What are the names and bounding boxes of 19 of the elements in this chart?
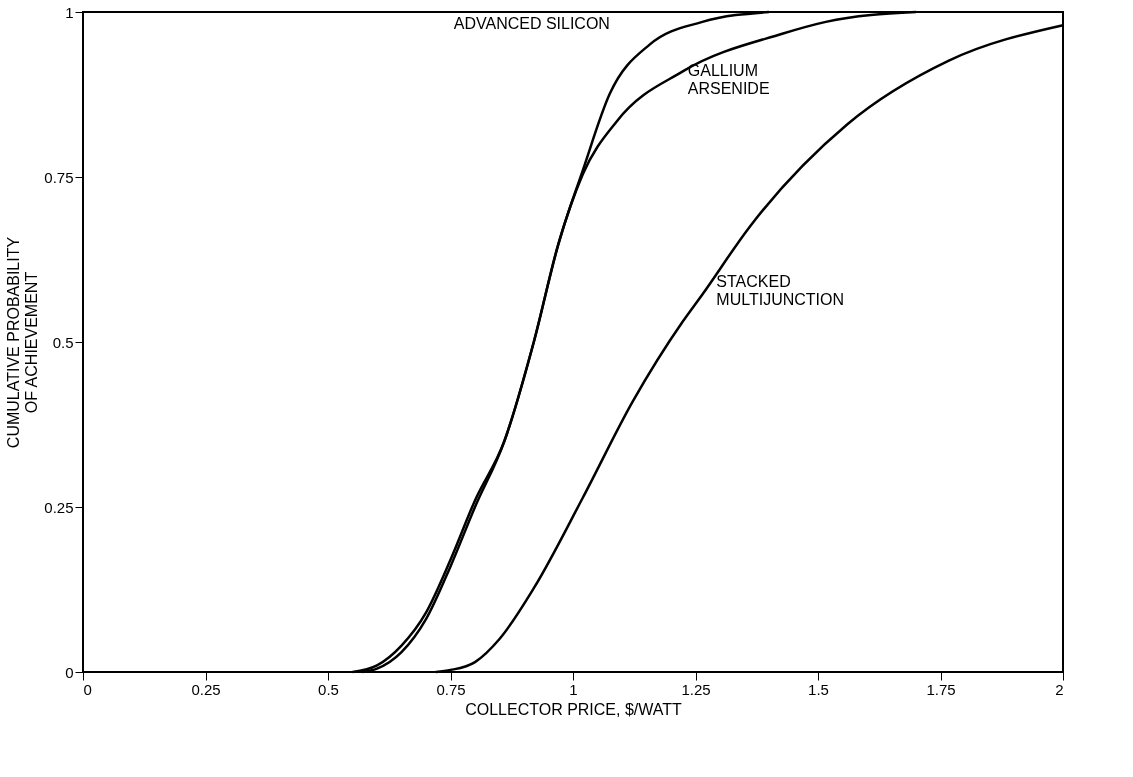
y-tick-label: 0.5	[52, 333, 74, 351]
y-tick-label: 1	[65, 3, 74, 21]
x-tick-label: 1	[569, 680, 578, 698]
y-tick-label: 0.75	[44, 168, 74, 186]
y-tick-label: 0	[65, 663, 74, 681]
x-tick-label: 1.5	[808, 680, 829, 698]
x-axis-title: COLLECTOR PRICE, $/WATT	[465, 700, 683, 718]
x-tick-label: 0.25	[191, 680, 221, 698]
y-axis-title: CUMULATIVE PROBABILITY OF ACHIEVEMENT	[5, 236, 41, 449]
y-tick-label: 0.25	[44, 498, 74, 516]
series-label: STACKED MULTIJUNCTION	[716, 273, 845, 309]
x-tick-label: 0.75	[436, 680, 466, 698]
x-tick-label: 1.25	[681, 680, 711, 698]
x-tick-label: 0	[83, 680, 92, 698]
x-tick-label: 2	[1055, 680, 1064, 698]
text: ADVANCED SILICON	[453, 15, 610, 33]
x-tick-label: 0.5	[318, 680, 339, 698]
x-tick-label: 1.75	[926, 680, 956, 698]
series-label: GALLIUM ARSENIDE	[687, 62, 770, 98]
